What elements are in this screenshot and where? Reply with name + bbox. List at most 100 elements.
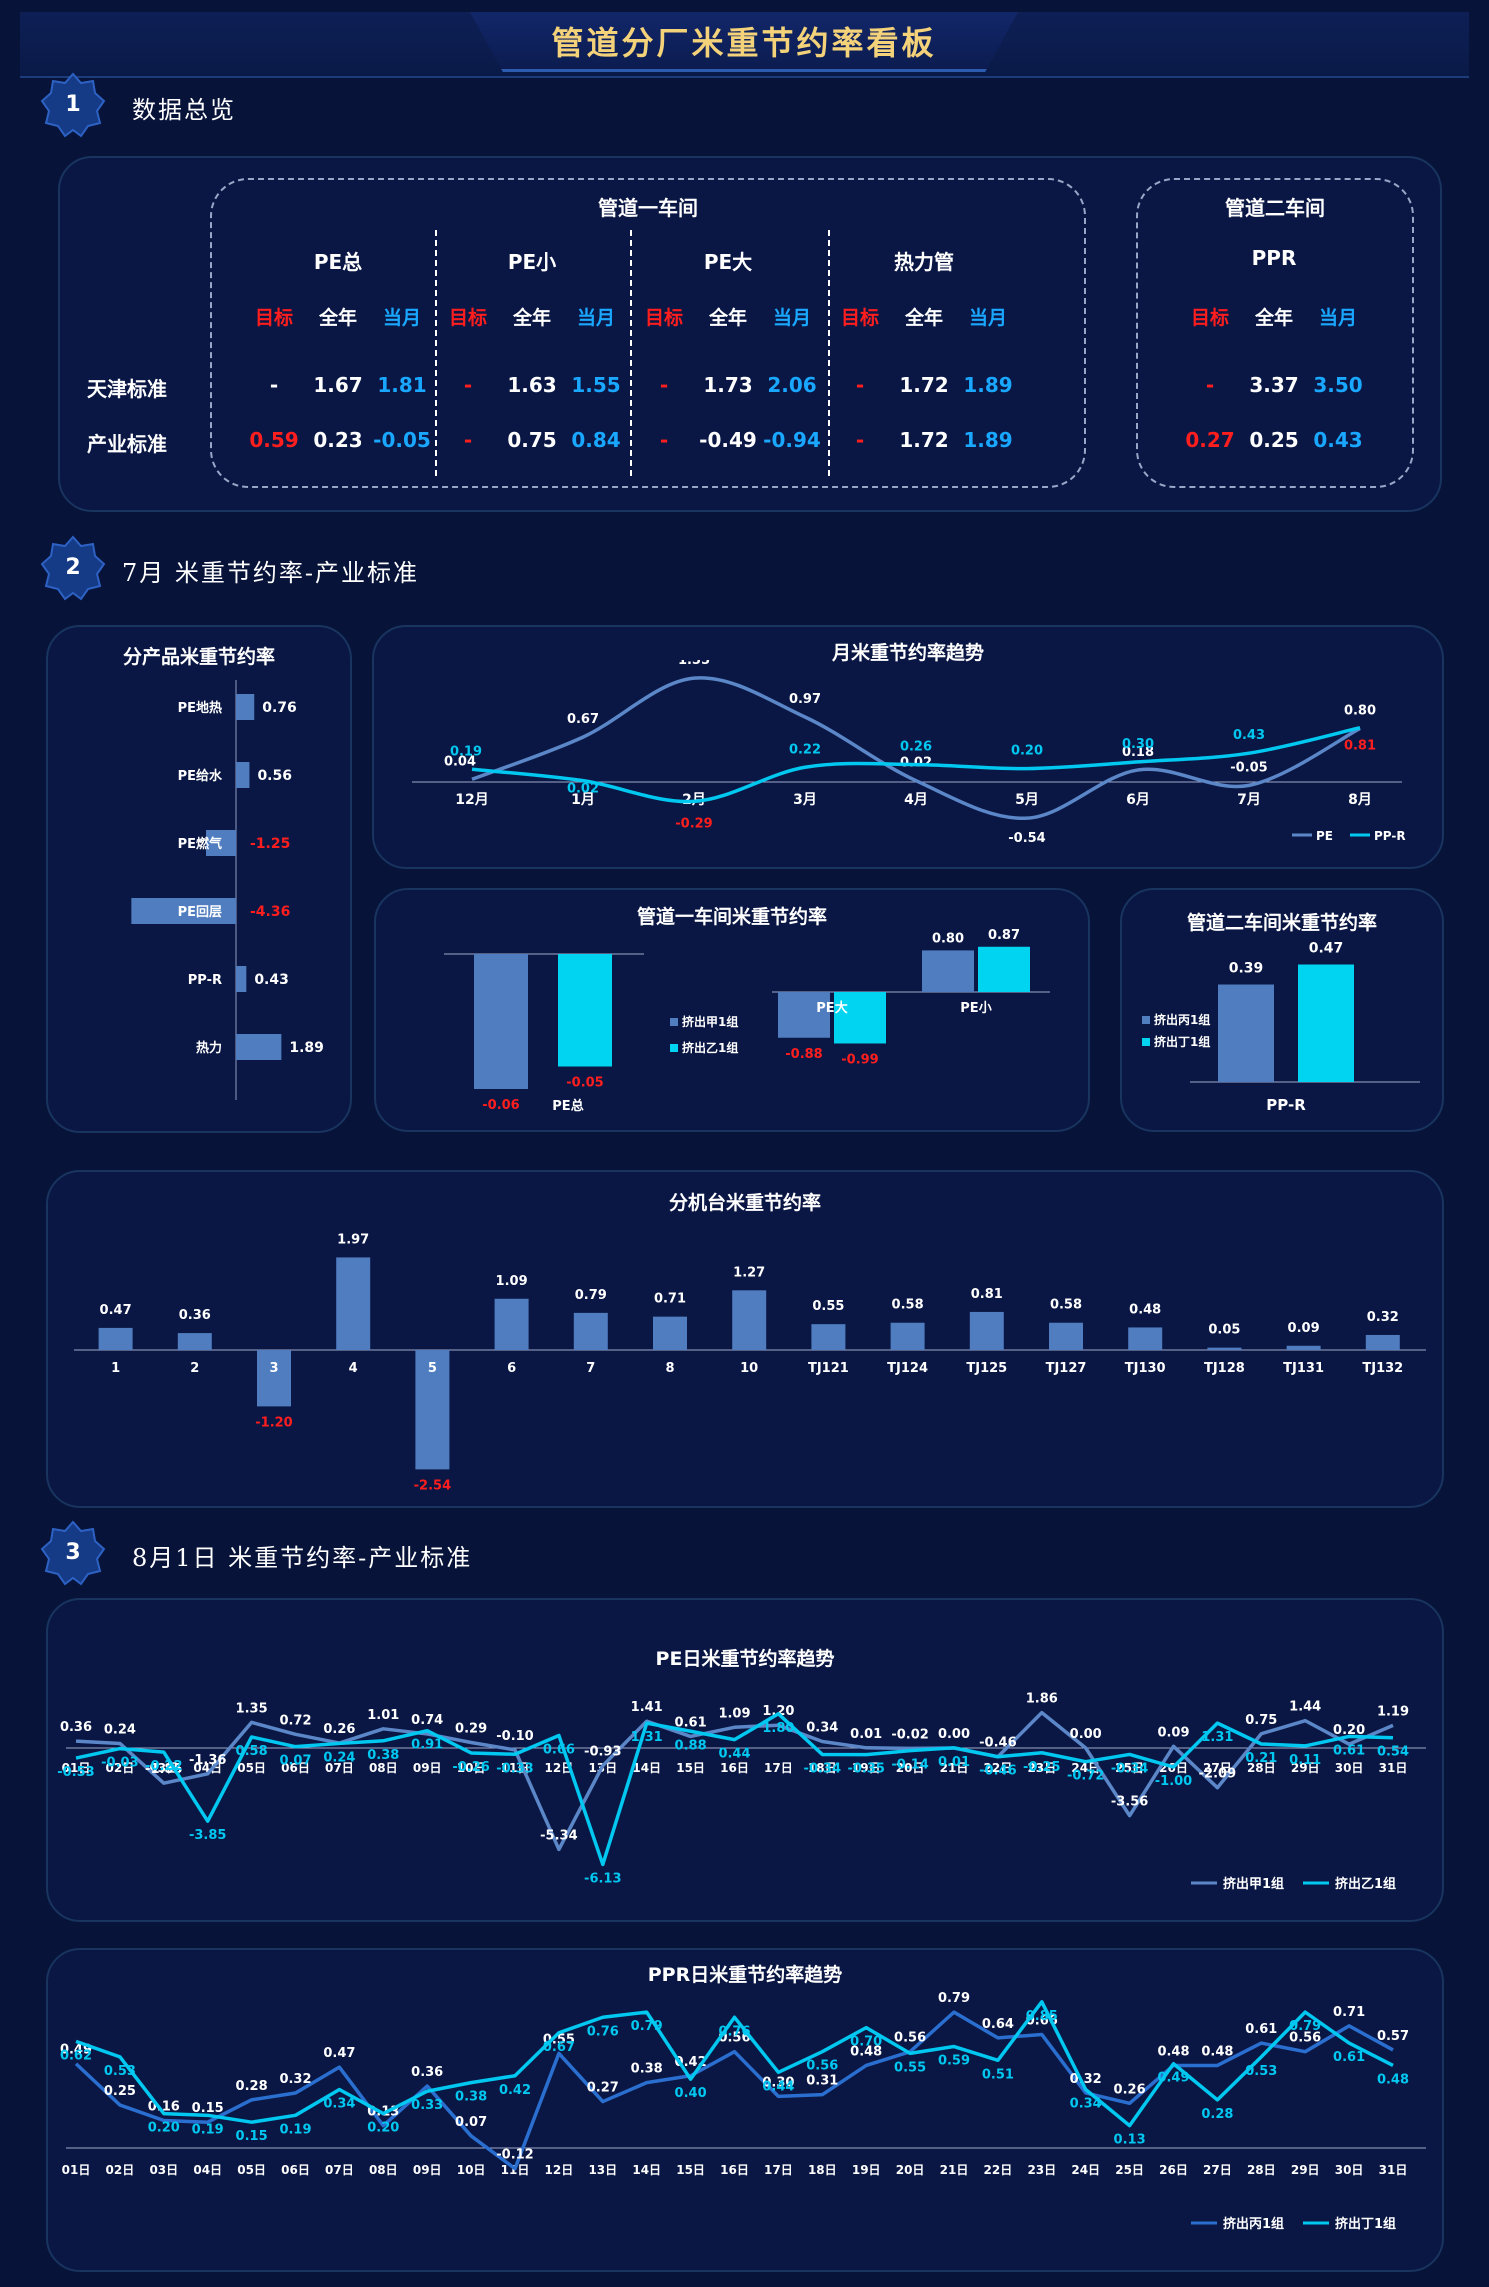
group-header: 热力管 (894, 250, 954, 274)
data-label: 0.01 (938, 1755, 970, 1770)
data-label: 0.34 (323, 2097, 355, 2112)
data-label: -1.00 (1155, 1774, 1192, 1789)
workshop1-title: 管道一车间 (598, 196, 698, 220)
data-label: 1.44 (1289, 1700, 1321, 1715)
data-label: -0.46 (979, 1736, 1016, 1751)
data-label: 0.79 (631, 2019, 663, 2034)
overview-panel (58, 156, 1442, 512)
data-label: 1.09 (496, 1274, 528, 1289)
data-label: 0.15 (236, 2129, 268, 2144)
data-label: 0.58 (1050, 1298, 1082, 1313)
data-label: 0.47 (323, 2046, 355, 2061)
bar (494, 1298, 529, 1350)
table-cell: - (463, 428, 473, 452)
data-label: 0.01 (850, 1727, 882, 1742)
data-label: 0.64 (982, 2017, 1014, 2032)
series-line (471, 676, 1361, 820)
data-label: 1.19 (1377, 1704, 1409, 1719)
table-cell: - (855, 428, 865, 452)
page-title: 管道分厂米重节约率看板 (551, 24, 937, 62)
x-tick-label: 22日 (984, 1761, 1013, 1775)
pe-daily-chart-title: PE日米重节约率趋势 (655, 1648, 835, 1670)
category-label: PE总 (552, 1098, 583, 1114)
data-label: 0.61 (675, 1715, 707, 1730)
data-label: 0.47 (1309, 941, 1344, 957)
data-label: 0.79 (575, 1288, 607, 1303)
table-cell: 1.89 (963, 428, 1013, 452)
x-tick-label: 2 (190, 1361, 199, 1376)
x-tick-label: 6月 (1126, 792, 1150, 808)
x-tick-label: 05日 (237, 1761, 266, 1775)
table-cell: - (269, 373, 279, 397)
data-label: 0.76 (718, 2024, 750, 2039)
data-label: 0.19 (192, 2122, 224, 2137)
x-tick-label: 09日 (413, 1761, 442, 1775)
x-tick-label: 02日 (106, 2163, 135, 2177)
data-label: 0.79 (1289, 2019, 1321, 2034)
x-tick-label: 07日 (325, 1761, 354, 1775)
x-tick-label: 01日 (62, 2163, 91, 2177)
x-tick-label: 01日 (62, 1761, 91, 1775)
workshop1-chart-title: 管道一车间米重节约率 (636, 906, 827, 928)
table-cell: 0.59 (249, 428, 299, 452)
data-label: 0.32 (279, 2072, 311, 2087)
x-tick-label: 1月 (571, 792, 595, 808)
x-tick-label: 14日 (632, 1761, 661, 1775)
section-badge-2: 2 (40, 535, 106, 601)
x-tick-label: 06日 (281, 1761, 310, 1775)
data-label: 0.79 (938, 1991, 970, 2006)
table-cell: -0.49 (699, 428, 757, 452)
data-label: 0.00 (1070, 1727, 1102, 1742)
legend-label: 挤出丁1组 (1335, 2216, 1396, 2232)
data-label: 0.40 (675, 2086, 707, 2101)
x-tick-label: 17日 (764, 1761, 793, 1775)
x-tick-label: 02日 (106, 1761, 135, 1775)
bar (1207, 1347, 1242, 1350)
data-label: 1.97 (337, 1232, 369, 1247)
data-label: 0.15 (192, 2101, 224, 2116)
x-tick-label: 18日 (808, 1761, 837, 1775)
data-label: -0.72 (1067, 1769, 1104, 1784)
bar (1365, 1334, 1400, 1350)
table-cell: 0.27 (1185, 428, 1235, 452)
data-label: 0.22 (789, 742, 821, 757)
x-tick-label: 17日 (764, 2163, 793, 2177)
ppr-daily-chart: 01日 02日 03日 04日 05日 06日 07日 08日 09日 10日 11日 12日 13日 1… (60, 1991, 1426, 2232)
data-label: 0.28 (236, 2079, 268, 2094)
legend-label: 挤出甲1组 (1223, 1876, 1284, 1892)
x-tick-label: TJ132 (1362, 1361, 1403, 1376)
column-header: 目标 (254, 307, 293, 329)
data-label: 0.38 (455, 2090, 487, 2105)
column-header: 目标 (1190, 307, 1229, 329)
workshop2-box (1136, 178, 1414, 488)
column-header: 当月 (382, 307, 421, 329)
column-header: 当月 (1318, 307, 1357, 329)
ppr-daily-chart-title: PPR日米重节约率趋势 (647, 1964, 843, 1986)
data-label: -0.46 (979, 1764, 1016, 1779)
column-header: 目标 (644, 307, 683, 329)
x-tick-label: 06日 (281, 2163, 310, 2177)
x-tick-label: 10日 (457, 1761, 486, 1775)
group-header: PE大 (703, 250, 753, 274)
table-cell: 0.75 (507, 428, 557, 452)
x-tick-label: TJ131 (1283, 1361, 1324, 1376)
x-tick-label: 13日 (588, 2163, 617, 2177)
x-tick-label: 08日 (369, 1761, 398, 1775)
x-tick-label: 29日 (1291, 2163, 1320, 2177)
column-header: 全年 (1254, 307, 1293, 329)
data-label: -1.25 (250, 836, 290, 852)
data-label: 0.58 (236, 1744, 268, 1759)
x-tick-label: 20日 (896, 2163, 925, 2177)
section-number: 2 (65, 555, 81, 580)
x-tick-label: TJ128 (1204, 1361, 1245, 1376)
x-tick-label: 4月 (904, 792, 928, 808)
data-label: 1.31 (1201, 1730, 1233, 1745)
x-tick-label: 16日 (720, 2163, 749, 2177)
data-label: 0.20 (367, 2121, 399, 2136)
data-label: 0.30 (1122, 737, 1154, 752)
data-label: -3.56 (1111, 1795, 1148, 1810)
x-tick-label: 20日 (896, 1761, 925, 1775)
section-badge-1: 1 (40, 72, 106, 138)
data-label: 0.48 (1201, 2044, 1233, 2059)
bar (653, 1316, 687, 1350)
